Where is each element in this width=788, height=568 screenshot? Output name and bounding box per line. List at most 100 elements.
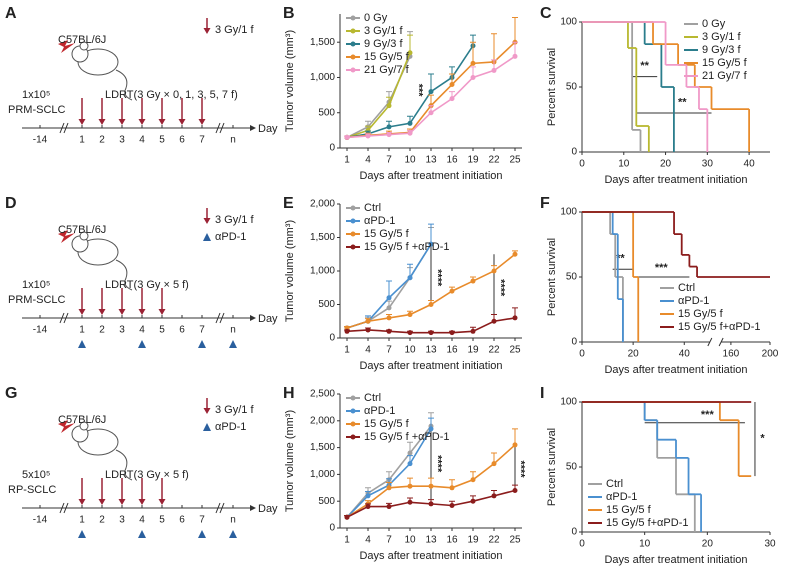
mouse-tail (115, 449, 133, 481)
x-tick-label: 16 (446, 535, 458, 546)
dose-arrow-head (98, 499, 106, 505)
antibody-marker (203, 233, 211, 241)
x-tick-label: 19 (467, 155, 479, 166)
y-tick-label: 1,000 (310, 266, 335, 277)
timeline-label: 7 (199, 325, 205, 336)
dose-arrow-head (78, 119, 86, 125)
significance: ** (678, 97, 687, 109)
antibody-marker (78, 340, 86, 348)
cell-count: 1x10⁵ (22, 279, 50, 291)
axis-break (215, 122, 225, 134)
axis-break (215, 502, 225, 514)
legend-marker (350, 67, 356, 73)
data-point (512, 442, 518, 448)
error-bar (491, 33, 497, 62)
dose-arrow-head (198, 119, 206, 125)
y-axis-label: Tumor volume (mm³) (284, 410, 296, 512)
x-tick-label: 30 (702, 159, 714, 170)
timeline-label: 1 (79, 325, 85, 336)
data-point (386, 328, 392, 334)
data-point (449, 485, 455, 491)
legend-marker (350, 15, 356, 21)
timeline-label: n (230, 135, 236, 146)
legend-label: 9 Gy/3 f (364, 38, 403, 50)
panel-letter: A (5, 5, 17, 22)
x-axis-label: Days after treatment initiation (604, 364, 747, 376)
significance: **** (431, 455, 443, 473)
data-point (449, 502, 455, 508)
x-tick-label: 20 (702, 539, 714, 550)
timeline-label: 3 (119, 135, 125, 146)
antibody-marker (78, 530, 86, 538)
timeline-label: 4 (139, 325, 145, 336)
timeline-label: 5 (159, 515, 165, 526)
legend-label: 15 Gy/5 f (606, 504, 652, 516)
y-tick-label: 1,000 (310, 469, 335, 480)
legend-label: Ctrl (606, 478, 623, 490)
significance: ** (640, 60, 649, 72)
legend-label: 15 Gy/5 f (678, 308, 724, 320)
x-tick-label: 40 (679, 349, 691, 360)
data-point (365, 327, 371, 333)
data-point (386, 485, 392, 491)
x-axis-label: Days after treatment initiation (604, 174, 747, 186)
data-point (365, 133, 371, 139)
radiation-bolt (58, 420, 75, 433)
data-point (428, 241, 434, 247)
dose-arrow-head (138, 499, 146, 505)
y-tick-label: 100 (560, 397, 577, 408)
timeline-axis-label: Day (258, 313, 278, 325)
y-tick-label: 50 (566, 462, 578, 473)
y-tick-label: 1,500 (310, 442, 335, 453)
dose-arrow-head (158, 499, 166, 505)
data-point (344, 514, 350, 520)
legend-label: 15 Gy/5 f (364, 418, 410, 430)
data-point (428, 89, 434, 95)
data-point (407, 130, 413, 136)
antibody-marker (198, 530, 206, 538)
data-point (512, 53, 518, 59)
x-tick-label: 40 (744, 159, 756, 170)
legend-label: 15 Gy/5 f (702, 57, 748, 69)
legend-label: 21 Gy/7 f (364, 64, 410, 76)
x-tick-label: 0 (579, 349, 585, 360)
legend-label: Ctrl (364, 392, 381, 404)
radiation-bolt (58, 40, 75, 53)
timeline-label: 2 (99, 325, 105, 336)
radiation-bolt (58, 230, 75, 243)
data-point (386, 305, 392, 311)
data-point (407, 50, 413, 56)
y-axis-label: Percent survival (546, 48, 558, 126)
panel-letter: I (540, 385, 544, 402)
mouse-strain: C57BL/6J (58, 34, 106, 46)
legend-marker (350, 244, 356, 250)
timeline-label: -14 (33, 135, 48, 146)
timeline-label: 4 (139, 515, 145, 526)
mouse-strain: C57BL/6J (58, 414, 106, 426)
x-tick-label: 20 (660, 159, 672, 170)
legend-label: 0 Gy (702, 18, 726, 30)
y-tick-label: 2,000 (310, 199, 335, 210)
x-tick-label: 19 (467, 345, 479, 356)
data-point (386, 124, 392, 130)
timeline-label: 4 (139, 135, 145, 146)
timeline-axis-label: Day (258, 123, 278, 135)
axis-break (707, 337, 724, 347)
legend-marker (350, 434, 356, 440)
y-tick-label: 0 (329, 333, 335, 344)
timeline-label: 2 (99, 135, 105, 146)
dose-arrow-head (158, 309, 166, 315)
y-tick-label: 0 (571, 337, 577, 348)
dose-arrow-head (203, 28, 211, 34)
timeline-label: 6 (179, 325, 185, 336)
legend-marker (350, 54, 356, 60)
error-bar (407, 34, 413, 53)
x-tick-label: 16 (446, 345, 458, 356)
cell-count: 1x10⁵ (22, 89, 50, 101)
timeline-label: 5 (159, 325, 165, 336)
data-point (407, 312, 413, 318)
legend-label: αPD-1 (678, 295, 709, 307)
data-point (386, 103, 392, 109)
legend-label: αPD-1 (606, 491, 637, 503)
